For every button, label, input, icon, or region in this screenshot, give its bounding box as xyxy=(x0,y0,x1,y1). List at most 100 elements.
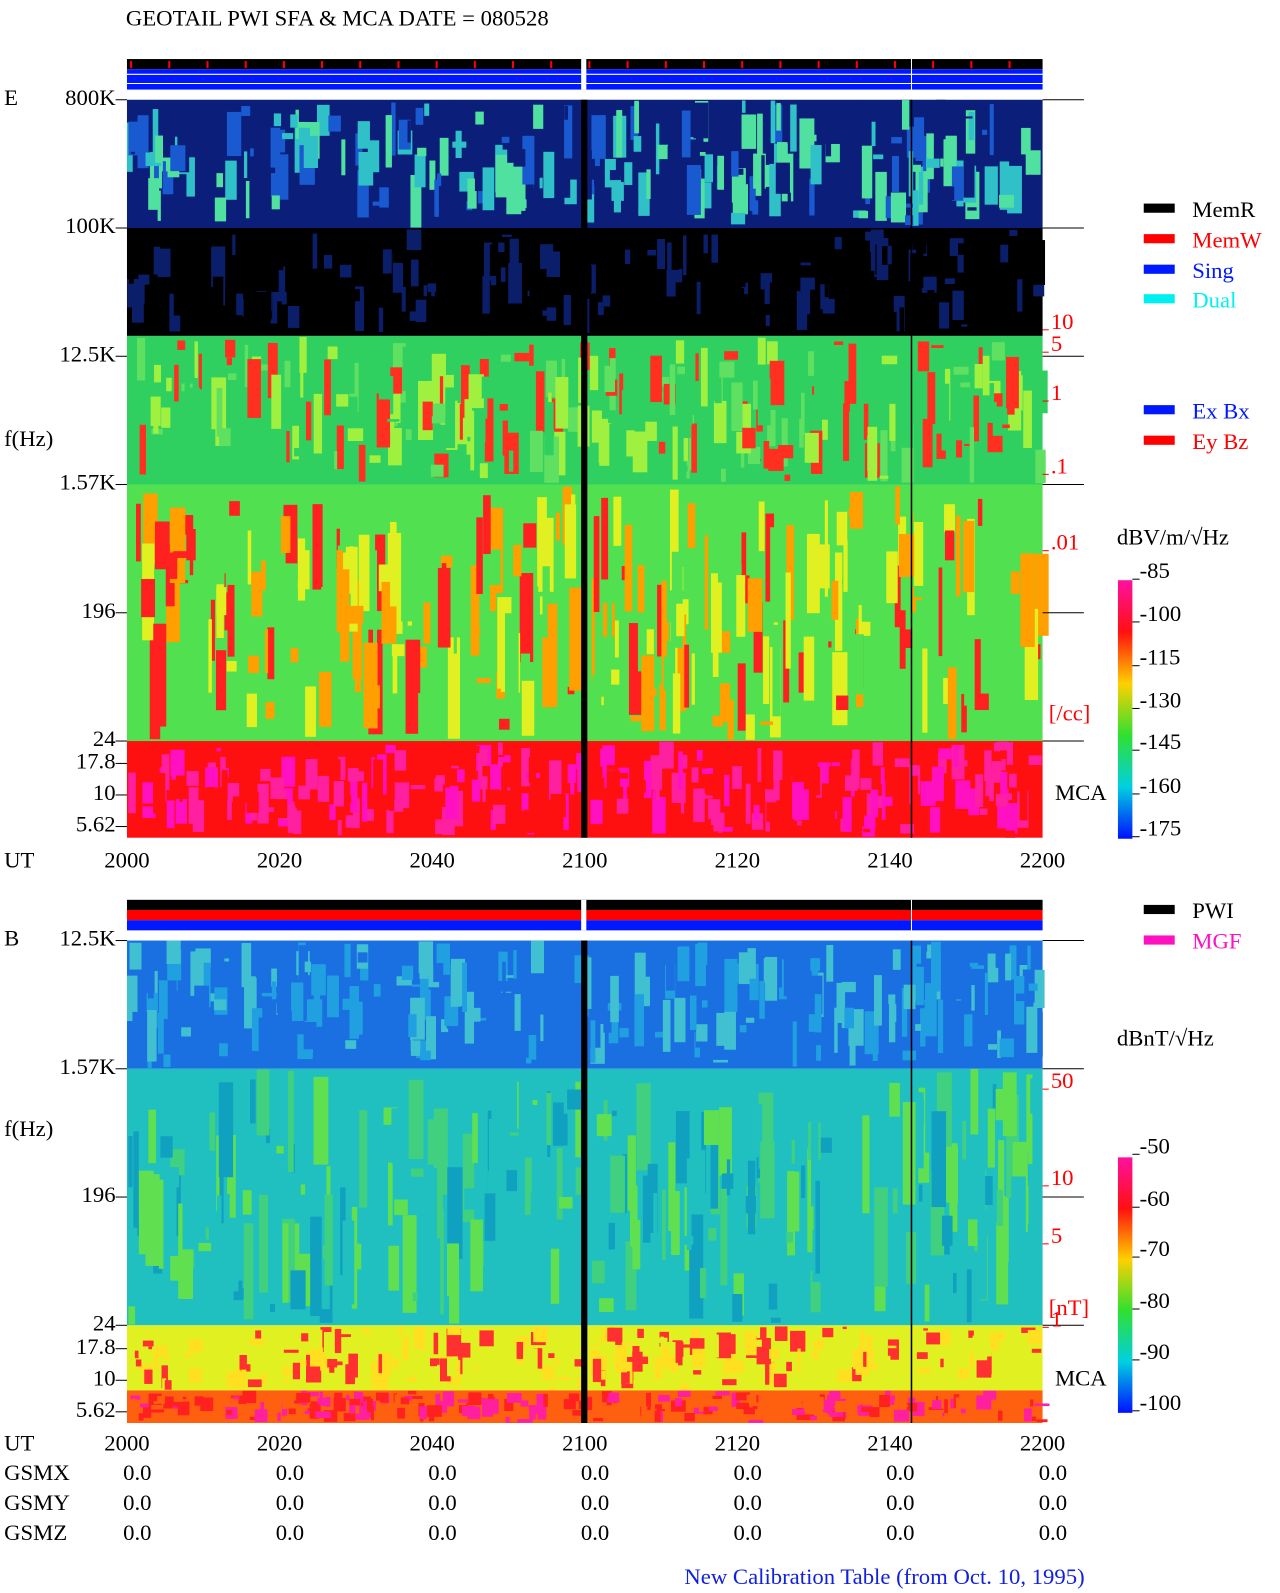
spectrogram-pixel xyxy=(621,390,636,444)
spectrogram-pixel xyxy=(540,244,554,270)
spectrogram-pixel xyxy=(358,444,366,482)
spectrogram-pixel xyxy=(1035,449,1046,484)
spectrogram-pixel xyxy=(842,797,852,832)
spectrogram-pixel xyxy=(828,766,844,799)
spectrogram-pixel xyxy=(886,551,898,604)
spectrogram-pixel xyxy=(388,1245,400,1291)
spectrogram-pixel xyxy=(565,1025,575,1039)
gsm-value: 0.0 xyxy=(734,1520,762,1545)
spectrogram-pixel xyxy=(411,984,422,987)
spectrogram-pixel xyxy=(437,1358,441,1384)
spectrogram-pixel xyxy=(170,1141,185,1176)
spectrogram-pixel xyxy=(140,1005,147,1014)
spectrogram-pixel xyxy=(675,1398,683,1407)
spectrogram-pixel xyxy=(935,99,946,140)
spectrogram-pixel xyxy=(981,1349,992,1357)
spectrogram-pixel xyxy=(643,760,652,798)
spectrogram-pixel xyxy=(657,144,669,160)
footer: New Calibration Table (from Oct. 10, 199… xyxy=(684,1564,1084,1589)
spectrogram-pixel xyxy=(407,120,411,143)
spectrogram-pixel xyxy=(315,1411,331,1418)
y-tick-label: 800K xyxy=(65,85,116,110)
spectrogram-pixel xyxy=(167,552,178,579)
spectrogram-pixel xyxy=(779,1411,788,1420)
spectrogram-pixel xyxy=(836,695,849,711)
spectrogram-pixel xyxy=(926,133,934,180)
spectrogram-pixel xyxy=(724,958,738,1012)
spectrogram-pixel xyxy=(389,788,395,812)
spectrogram-pixel xyxy=(880,430,888,482)
spectrogram-pixel xyxy=(801,392,805,435)
spectrogram-pixel xyxy=(1001,783,1007,800)
spectrogram-pixel xyxy=(227,275,236,314)
spectrogram-pixel xyxy=(1006,235,1018,280)
spectrogram-pixel xyxy=(958,243,972,255)
spectrogram-pixel xyxy=(327,975,339,1018)
spectrogram-pixel xyxy=(168,1392,179,1396)
spectrogram-pixel xyxy=(251,571,263,617)
spectrogram-pixel xyxy=(450,785,459,803)
spectrogram-pixel xyxy=(895,1404,908,1407)
spectrogram-pixel xyxy=(745,1000,756,1031)
spectrogram-pixel xyxy=(321,587,326,671)
spectrogram-pixel xyxy=(391,102,396,156)
spectrogram-pixel xyxy=(831,580,839,620)
spectrogram-pixel xyxy=(236,1288,250,1300)
spectrogram-pixel xyxy=(938,748,953,760)
spectrogram-pixel xyxy=(980,160,986,192)
spectrogram-pixel xyxy=(464,1356,473,1361)
spectrogram-pixel xyxy=(869,1407,880,1418)
spectrogram-pixel xyxy=(362,1328,370,1333)
spectrogram-pixel xyxy=(682,754,688,769)
spectrogram-pixel xyxy=(809,178,815,216)
spectrogram-pixel xyxy=(791,1171,800,1232)
spectrogram-pixel xyxy=(410,174,422,228)
spectrogram-pixel xyxy=(844,775,858,791)
spectrogram-pixel xyxy=(1032,1011,1043,1057)
spectrogram-pixel xyxy=(276,1145,284,1154)
spectrogram-pixel xyxy=(737,663,746,731)
spectrogram-pixel xyxy=(565,352,575,360)
spectrogram-pixel xyxy=(505,1416,510,1423)
spectrogram-pixel xyxy=(663,203,676,215)
spectrogram-pixel xyxy=(333,781,345,807)
spectrogram-pixel xyxy=(682,235,687,276)
spectrogram-pixel xyxy=(898,401,907,433)
spectrogram-pixel xyxy=(858,1411,869,1416)
colorbar-label: -60 xyxy=(1140,1186,1170,1211)
spectrogram-pixel xyxy=(818,583,830,603)
spectrogram-pixel xyxy=(603,251,607,277)
spectrogram-pixel xyxy=(779,763,792,801)
gsm-value: 0.0 xyxy=(581,1490,609,1515)
spectrogram-pixel xyxy=(502,420,508,456)
gsm-value: 0.0 xyxy=(886,1460,914,1485)
spectrogram-pixel xyxy=(773,750,783,780)
spectrogram-pixel xyxy=(359,1110,368,1208)
spectrogram-pixel xyxy=(330,632,341,722)
spectrogram-pixel xyxy=(214,236,227,241)
spectrogram-pixel xyxy=(464,991,475,1044)
spectrogram-pixel xyxy=(496,108,513,119)
spectrogram-pixel xyxy=(546,1092,552,1146)
spectrogram-pixel xyxy=(155,135,164,163)
legend-swatch xyxy=(1143,294,1175,304)
spectrogram-pixel xyxy=(776,1346,785,1375)
spectrogram-pixel xyxy=(274,799,288,819)
spectrogram-pixel xyxy=(548,760,562,800)
spectrogram-pixel xyxy=(132,1398,136,1406)
spectrogram-pixel xyxy=(756,308,766,330)
spectrogram-pixel xyxy=(923,1328,928,1331)
spectrogram-pixel xyxy=(348,605,364,624)
colorbar-label: -175 xyxy=(1140,816,1182,841)
spectrogram-pixel xyxy=(710,284,716,321)
spectrogram-pixel xyxy=(798,252,806,292)
title: GEOTAIL PWI SFA & MCA DATE = 080528 xyxy=(126,6,549,31)
y-tick-label: 12.5K xyxy=(59,342,116,367)
spectrogram-pixel xyxy=(668,1142,676,1232)
spectrogram-pixel xyxy=(227,379,243,428)
spectrogram-pixel xyxy=(1031,1416,1037,1422)
spectrogram-pixel xyxy=(589,355,599,391)
spectrogram-pixel xyxy=(732,766,742,789)
spectrogram-pixel xyxy=(555,512,560,541)
spectrogram-pixel xyxy=(249,1338,265,1346)
